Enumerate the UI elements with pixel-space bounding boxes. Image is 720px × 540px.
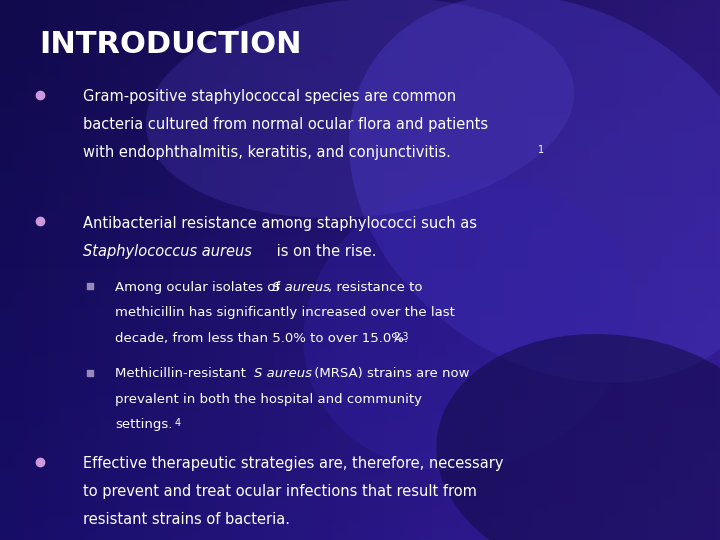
Text: 2,3: 2,3 [393, 332, 409, 342]
Text: 1: 1 [538, 145, 544, 156]
Text: to prevent and treat ocular infections that result from: to prevent and treat ocular infections t… [83, 484, 477, 500]
Text: Antibacterial resistance among staphylococci such as: Antibacterial resistance among staphyloc… [83, 216, 477, 231]
Text: Among ocular isolates of: Among ocular isolates of [115, 281, 284, 294]
Text: Gram-positive staphylococcal species are common: Gram-positive staphylococcal species are… [83, 89, 456, 104]
Text: (MRSA) strains are now: (MRSA) strains are now [310, 367, 470, 380]
Ellipse shape [349, 0, 720, 383]
Text: resistant strains of bacteria.: resistant strains of bacteria. [83, 512, 289, 528]
Ellipse shape [436, 334, 720, 540]
Text: Effective therapeutic strategies are, therefore, necessary: Effective therapeutic strategies are, th… [83, 456, 503, 471]
Text: settings.: settings. [115, 418, 173, 431]
Text: Staphylococcus aureus: Staphylococcus aureus [83, 244, 252, 259]
Text: bacteria cultured from normal ocular flora and patients: bacteria cultured from normal ocular flo… [83, 117, 488, 132]
Text: decade, from less than 5.0% to over 15.0%.: decade, from less than 5.0% to over 15.0… [115, 332, 408, 345]
Text: Methicillin-resistant: Methicillin-resistant [115, 367, 251, 380]
Ellipse shape [146, 0, 574, 218]
Text: , resistance to: , resistance to [328, 281, 423, 294]
Text: is on the rise.: is on the rise. [272, 244, 377, 259]
Text: S aureus: S aureus [272, 281, 330, 294]
Text: methicillin has significantly increased over the last: methicillin has significantly increased … [115, 306, 455, 319]
Text: prevalent in both the hospital and community: prevalent in both the hospital and commu… [115, 393, 422, 406]
Text: S aureus: S aureus [254, 367, 312, 380]
Text: INTRODUCTION: INTRODUCTION [40, 30, 302, 59]
Text: with endophthalmitis, keratitis, and conjunctivitis.: with endophthalmitis, keratitis, and con… [83, 145, 451, 160]
Ellipse shape [303, 177, 633, 471]
Text: 4: 4 [174, 418, 181, 428]
